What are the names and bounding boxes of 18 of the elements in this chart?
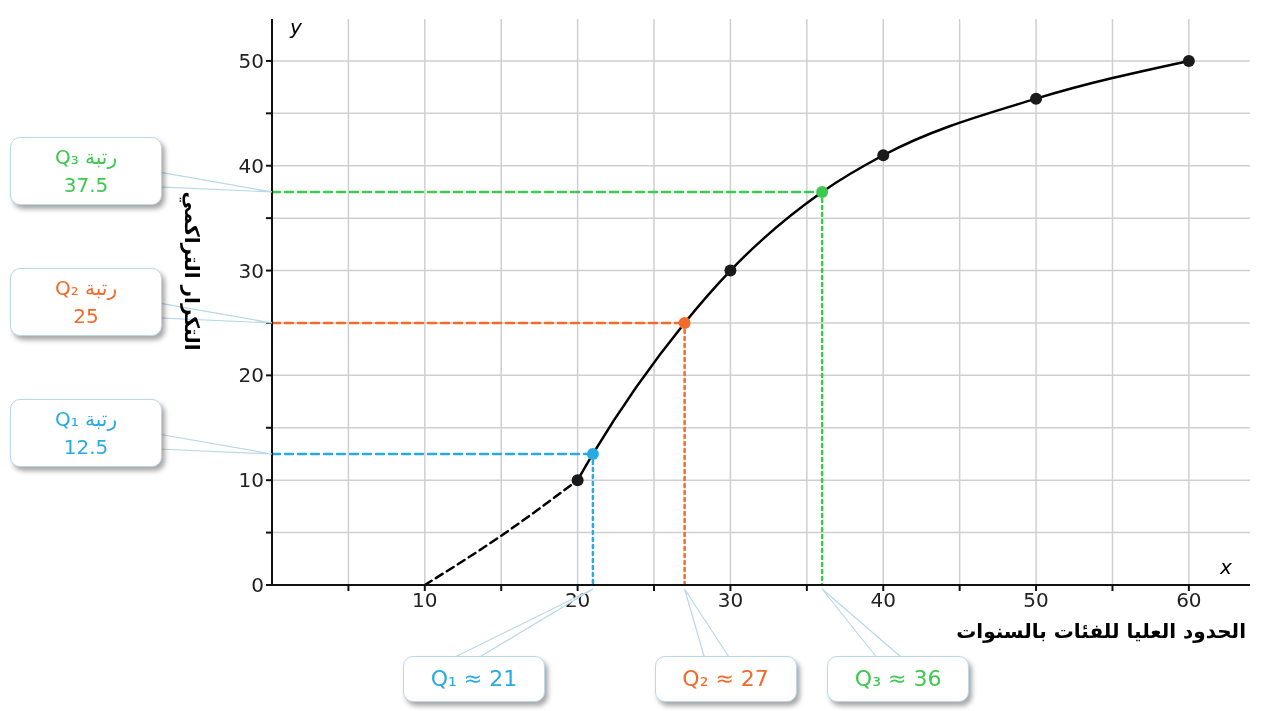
text: Q₃ ≈ 36 (853, 665, 943, 693)
x-tick-label: 60 (1176, 588, 1202, 613)
annotation: x (1220, 555, 1232, 579)
y-tick-label: 10 (238, 468, 264, 493)
y-tick-label: 0 (251, 573, 264, 598)
y-tick-label: 20 (238, 363, 264, 388)
x-axis-title: الحدود العليا للفئات بالسنوات (956, 619, 1246, 643)
y-tick-label: 50 (238, 49, 264, 74)
y-tick-label: 40 (238, 153, 264, 178)
x-tick-label: 10 (412, 588, 438, 613)
x-tick-label: 40 (870, 588, 896, 613)
y-tick-label: 30 (238, 258, 264, 283)
x-tick-label: 50 (1023, 588, 1049, 613)
y-axis-title: التكرار التراكمي (180, 191, 204, 351)
text: Q₁ ≈ 21 (429, 665, 519, 693)
x-tick-label: 30 (717, 588, 744, 613)
text: Q₂ ≈ 27 (681, 665, 770, 693)
annotation: y (290, 15, 302, 39)
